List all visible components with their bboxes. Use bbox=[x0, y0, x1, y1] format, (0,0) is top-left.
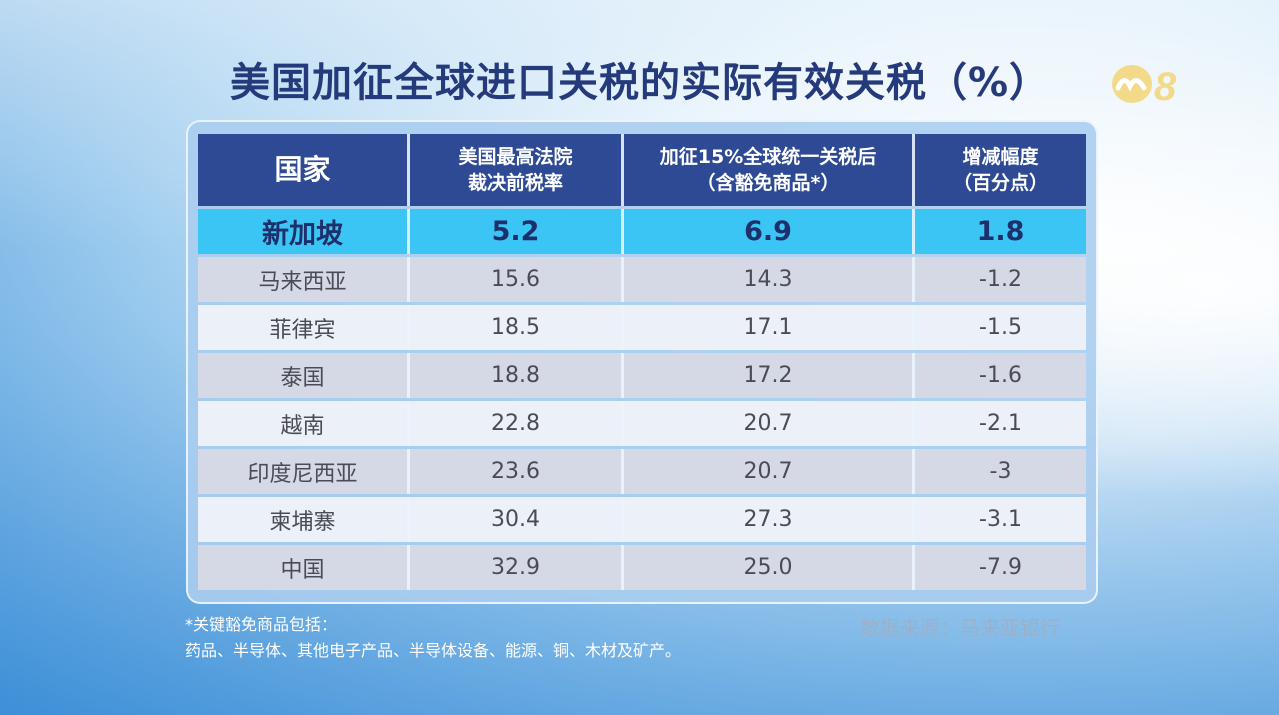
cell-change: -7.9 bbox=[915, 545, 1086, 590]
table-row: 菲律宾 18.5 17.1 -1.5 bbox=[198, 305, 1086, 350]
cell-after: 14.3 bbox=[624, 257, 915, 302]
cell-before: 5.2 bbox=[410, 209, 624, 254]
footnote-line-1: *关键豁免商品包括： bbox=[185, 615, 338, 634]
table-row: 马来西亚 15.6 14.3 -1.2 bbox=[198, 257, 1086, 302]
table-header-row: 国家 美国最高法院 裁决前税率 加征15%全球统一关税后 （含豁免商品*） 增减… bbox=[198, 134, 1086, 206]
cell-country: 印度尼西亚 bbox=[198, 449, 410, 494]
logo-text: 8 bbox=[1154, 65, 1177, 106]
header-change: 增减幅度 （百分点） bbox=[915, 134, 1086, 206]
cell-change: -1.5 bbox=[915, 305, 1086, 350]
cell-change: -1.6 bbox=[915, 353, 1086, 398]
header-after-line-2: （含豁免商品*） bbox=[696, 172, 840, 194]
cell-country: 新加坡 bbox=[198, 209, 410, 254]
table-row-singapore: 新加坡 5.2 6.9 1.8 bbox=[198, 209, 1086, 254]
cell-before: 30.4 bbox=[410, 497, 624, 542]
table-row: 泰国 18.8 17.2 -1.6 bbox=[198, 353, 1086, 398]
cell-after: 20.7 bbox=[624, 449, 915, 494]
cell-before: 18.8 bbox=[410, 353, 624, 398]
table-row: 柬埔寨 30.4 27.3 -3.1 bbox=[198, 497, 1086, 542]
footnote: *关键豁免商品包括： 药品、半导体、其他电子产品、半导体设备、能源、铜、木材及矿… bbox=[185, 612, 681, 664]
table-row: 中国 32.9 25.0 -7.9 bbox=[198, 545, 1086, 590]
cell-after: 27.3 bbox=[624, 497, 915, 542]
cell-change: -1.2 bbox=[915, 257, 1086, 302]
cell-country: 中国 bbox=[198, 545, 410, 590]
cell-change: -2.1 bbox=[915, 401, 1086, 446]
data-source: 数据来源：马来亚银行 bbox=[860, 616, 1060, 640]
header-country-line-1: 国家 bbox=[274, 153, 331, 186]
cell-country: 菲律宾 bbox=[198, 305, 410, 350]
cell-before: 23.6 bbox=[410, 449, 624, 494]
cell-after: 6.9 bbox=[624, 209, 915, 254]
header-before-line-2: 裁决前税率 bbox=[467, 172, 563, 194]
header-change-line-1: 增减幅度 bbox=[962, 146, 1039, 168]
table-row: 越南 22.8 20.7 -2.1 bbox=[198, 401, 1086, 446]
header-before: 美国最高法院 裁决前税率 bbox=[410, 134, 624, 206]
cell-after: 17.1 bbox=[624, 305, 915, 350]
header-change-line-2: （百分点） bbox=[952, 172, 1048, 194]
cell-country: 泰国 bbox=[198, 353, 410, 398]
header-after: 加征15%全球统一关税后 （含豁免商品*） bbox=[624, 134, 915, 206]
cell-change: 1.8 bbox=[915, 209, 1086, 254]
cell-after: 20.7 bbox=[624, 401, 915, 446]
cell-country: 马来西亚 bbox=[198, 257, 410, 302]
header-after-line-1: 加征15%全球统一关税后 bbox=[659, 146, 877, 168]
cell-after: 17.2 bbox=[624, 353, 915, 398]
header-country: 国家 bbox=[198, 134, 410, 206]
cell-before: 32.9 bbox=[410, 545, 624, 590]
footnote-line-2: 药品、半导体、其他电子产品、半导体设备、能源、铜、木材及矿产。 bbox=[185, 641, 682, 660]
chart-title: 美国加征全球进口关税的实际有效关税（%） bbox=[229, 60, 1051, 106]
cell-after: 25.0 bbox=[624, 545, 915, 590]
cell-before: 18.5 bbox=[410, 305, 624, 350]
cell-before: 15.6 bbox=[410, 257, 624, 302]
cell-change: -3 bbox=[915, 449, 1086, 494]
tariff-table: 国家 美国最高法院 裁决前税率 加征15%全球统一关税后 （含豁免商品*） 增减… bbox=[198, 131, 1086, 593]
channel-8-logo-icon: 8 bbox=[1112, 65, 1177, 106]
cell-country: 柬埔寨 bbox=[198, 497, 410, 542]
header-before-line-1: 美国最高法院 bbox=[458, 146, 573, 168]
cell-change: -3.1 bbox=[915, 497, 1086, 542]
cell-country: 越南 bbox=[198, 401, 410, 446]
table-row: 印度尼西亚 23.6 20.7 -3 bbox=[198, 449, 1086, 494]
cell-before: 22.8 bbox=[410, 401, 624, 446]
